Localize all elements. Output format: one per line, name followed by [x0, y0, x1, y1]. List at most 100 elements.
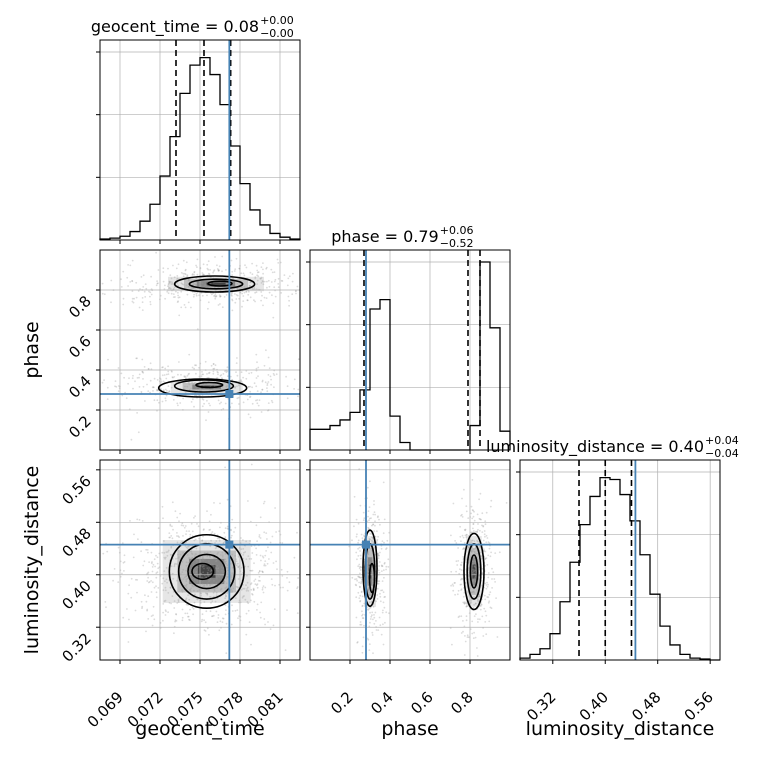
- sample-point: [217, 567, 220, 570]
- sample-point: [496, 636, 499, 638]
- contour-2-1: [368, 562, 376, 594]
- sample-point: [263, 364, 266, 367]
- sample-point: [212, 363, 215, 365]
- sample-point: [369, 533, 372, 535]
- sample-point: [234, 597, 237, 599]
- sample-point: [213, 588, 216, 591]
- sample-point: [185, 569, 187, 572]
- sample-point: [236, 385, 238, 388]
- sample-point: [368, 506, 371, 509]
- sample-point: [218, 629, 221, 632]
- sample-point: [270, 383, 272, 386]
- sample-point: [371, 573, 374, 575]
- sample-point: [367, 580, 370, 582]
- ytick-label-phase: 0.4: [65, 372, 95, 402]
- sample-point: [265, 266, 268, 269]
- sample-point: [373, 530, 376, 532]
- sample-point: [159, 378, 162, 380]
- sample-point: [249, 583, 252, 586]
- sample-point: [202, 559, 205, 562]
- sample-point: [267, 374, 270, 376]
- sample-point: [230, 529, 232, 532]
- ylabel-luminosity_distance: luminosity_distance: [21, 466, 43, 655]
- sample-point: [473, 510, 475, 513]
- sample-point: [167, 285, 169, 288]
- sample-point: [358, 576, 361, 579]
- sample-point: [356, 641, 359, 643]
- sample-point: [224, 561, 227, 564]
- sample-point: [241, 286, 243, 289]
- sample-point: [465, 536, 468, 539]
- sample-point: [376, 598, 379, 600]
- sample-point: [484, 550, 487, 553]
- sample-point: [271, 535, 274, 538]
- sample-point: [362, 519, 365, 522]
- sample-point: [164, 589, 167, 592]
- sample-point: [147, 368, 150, 370]
- sample-point: [237, 555, 240, 558]
- sample-point: [132, 556, 135, 559]
- sample-point: [170, 535, 173, 537]
- sample-point: [149, 362, 152, 365]
- sample-point: [372, 606, 375, 608]
- sample-point: [136, 377, 139, 379]
- sample-point: [229, 589, 232, 592]
- sample-point: [267, 402, 270, 404]
- sample-point: [474, 552, 477, 555]
- sample-point: [208, 371, 211, 374]
- sample-point: [236, 287, 239, 290]
- sample-point: [195, 597, 198, 600]
- sample-point: [207, 272, 210, 275]
- sample-point: [459, 535, 462, 538]
- sample-point: [474, 530, 477, 533]
- sample-point: [462, 595, 465, 598]
- sample-point: [170, 546, 173, 549]
- sample-point: [274, 507, 276, 509]
- sample-point: [378, 565, 380, 567]
- sample-point: [464, 528, 467, 531]
- sample-point: [260, 276, 263, 279]
- sample-point: [371, 566, 373, 569]
- sample-point: [199, 602, 202, 604]
- sample-point: [171, 525, 173, 528]
- sample-point: [217, 570, 220, 572]
- sample-point: [470, 601, 473, 604]
- sample-point: [178, 296, 181, 299]
- sample-point: [460, 589, 462, 591]
- sample-point: [277, 283, 280, 285]
- sample-point: [271, 583, 274, 586]
- sample-point: [135, 578, 137, 581]
- sample-point: [166, 290, 169, 293]
- sample-point: [235, 371, 237, 373]
- sample-point: [351, 576, 354, 579]
- sample-point: [355, 518, 358, 521]
- sample-point: [167, 365, 170, 368]
- sample-point: [240, 379, 242, 381]
- sample-point: [150, 551, 153, 554]
- sample-point: [192, 295, 195, 298]
- sample-point: [170, 602, 173, 605]
- sample-point: [478, 566, 480, 568]
- sample-point: [142, 564, 145, 567]
- sample-point: [136, 579, 139, 581]
- sample-point: [127, 382, 129, 385]
- sample-point: [200, 592, 203, 595]
- sample-point: [172, 288, 175, 290]
- sample-point: [208, 520, 211, 523]
- sample-point: [164, 367, 167, 370]
- sample-point: [207, 286, 209, 289]
- sample-point: [165, 610, 167, 613]
- sample-point: [155, 572, 158, 574]
- sample-point: [189, 591, 192, 593]
- sample-point: [475, 552, 478, 555]
- sample-point: [377, 515, 379, 518]
- sample-point: [205, 541, 207, 544]
- sample-point: [138, 519, 141, 521]
- sample-point: [484, 558, 487, 560]
- sample-point: [180, 579, 183, 581]
- sample-point: [231, 518, 234, 521]
- sample-point: [186, 587, 188, 589]
- sample-point: [370, 583, 373, 586]
- sample-point: [214, 542, 216, 544]
- sample-point: [255, 399, 257, 402]
